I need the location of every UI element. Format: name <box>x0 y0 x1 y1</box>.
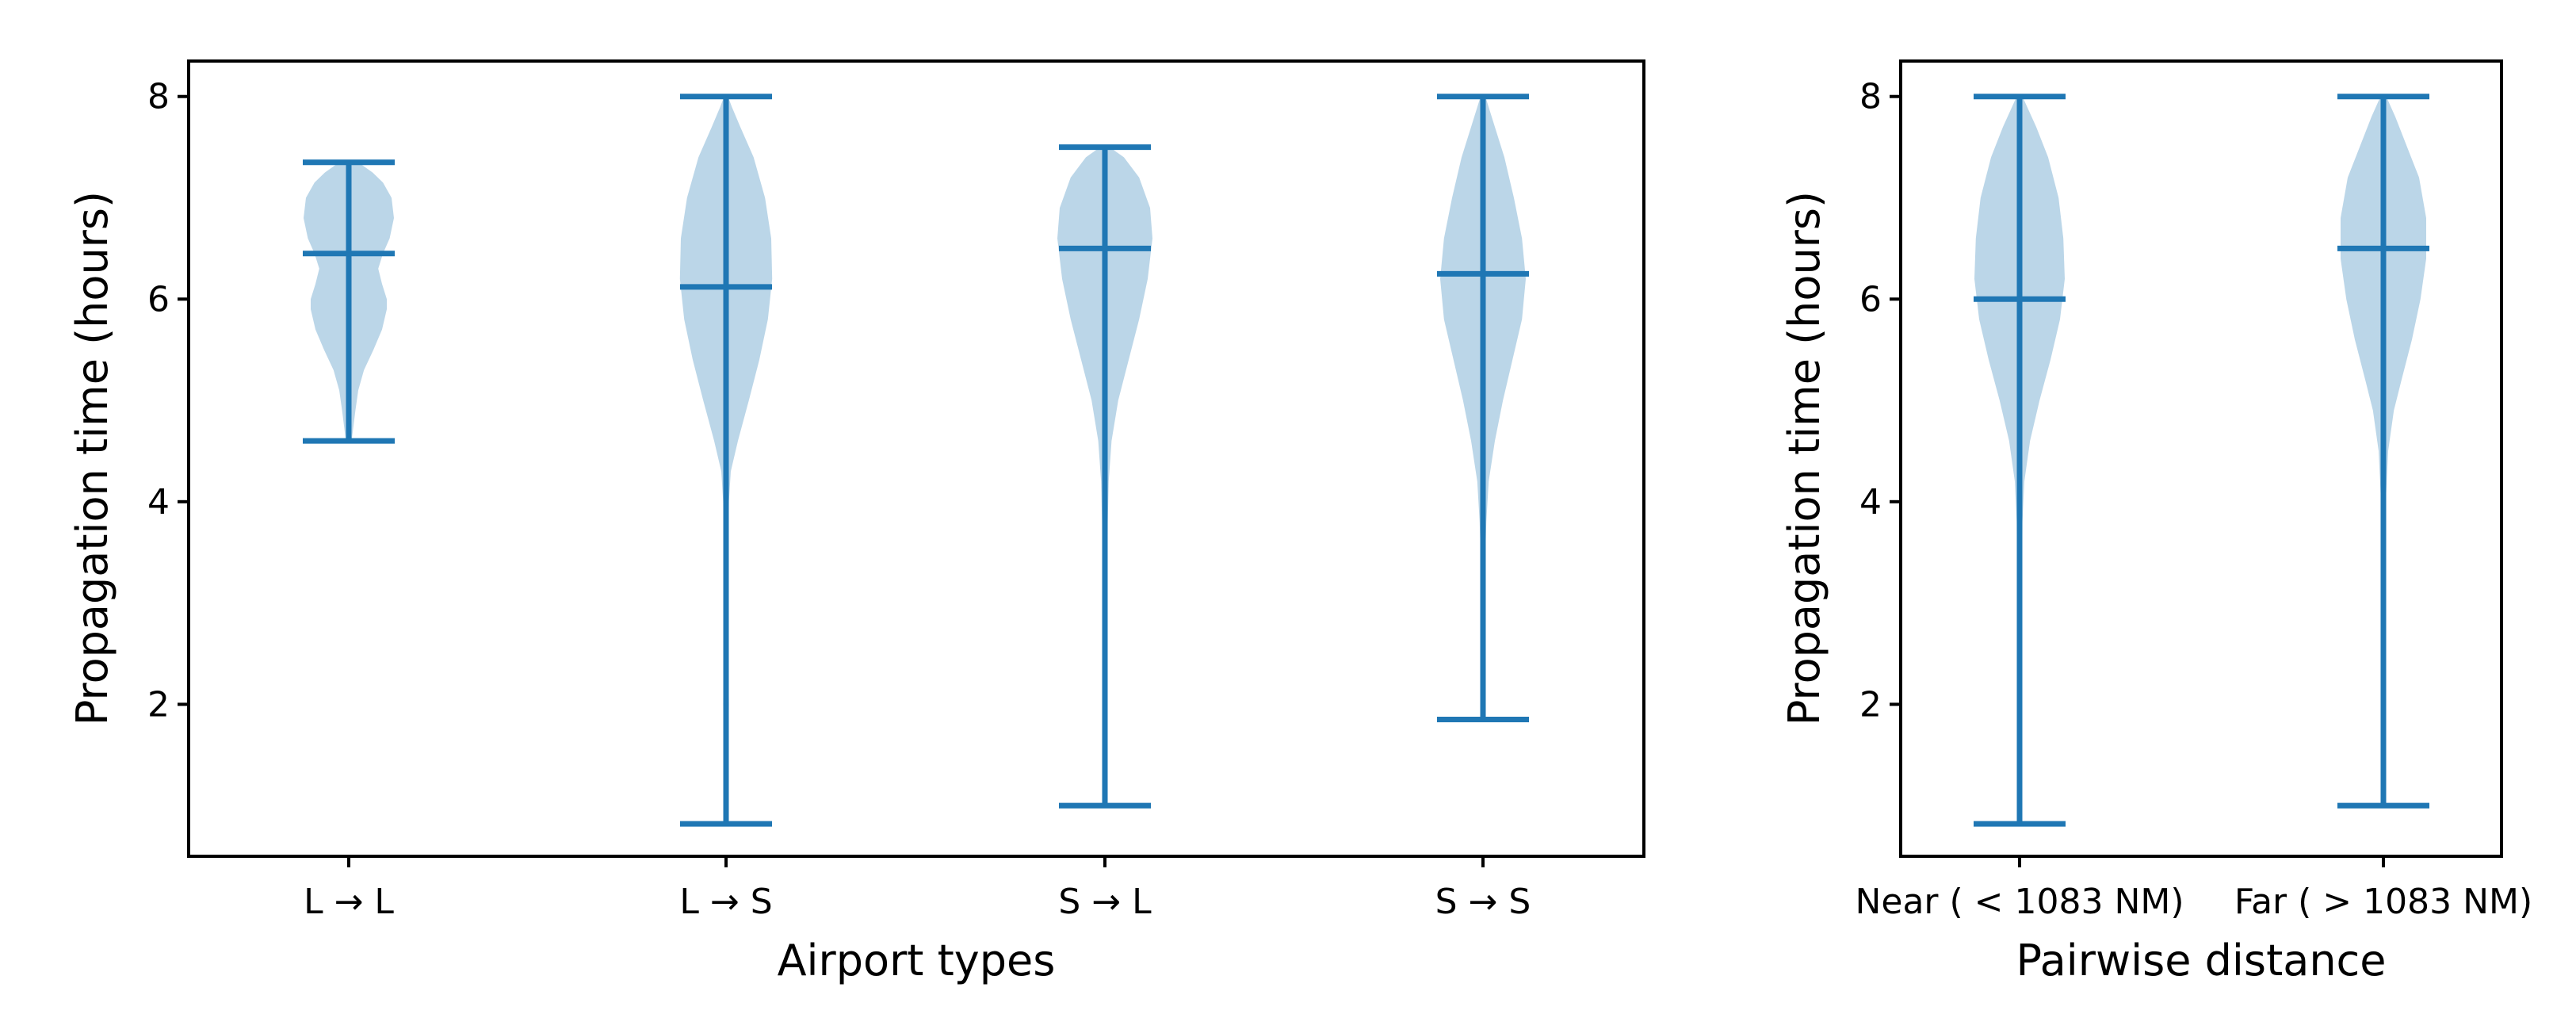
airport-types-y-axis-label: Propagation time (hours) <box>67 191 117 725</box>
pairwise-distance-x-tick-label: Far ( > 1083 NM) <box>2234 882 2532 922</box>
pairwise-distance-y-tick-label: 4 <box>1859 482 1882 522</box>
pairwise-distance-y-ticks: 2 4 6 8 <box>1859 77 1901 725</box>
airport-types-plot-frame <box>187 59 1645 858</box>
airport-types-y-tick-label: 2 <box>147 684 170 725</box>
pairwise-distance-x-tick-label: Near ( < 1083 NM) <box>1855 882 2184 922</box>
airport-types-x-tick-label: L → L <box>304 882 394 922</box>
airport-types-y-tick-label: 8 <box>147 77 170 117</box>
pairwise-distance-y-tick-label: 6 <box>1859 279 1882 320</box>
airport-types-y-ticks: 2 4 6 8 <box>147 77 189 725</box>
pairwise-distance-y-axis-label: Propagation time (hours) <box>1779 191 1829 725</box>
airport-types-y-tick-label: 4 <box>147 482 170 522</box>
airport-types-violins <box>303 94 1529 827</box>
pairwise-distance-y-tick-label: 2 <box>1859 684 1882 725</box>
airport-types-x-axis-label: Airport types <box>778 936 1056 985</box>
pairwise-distance-x-axis-label: Pairwise distance <box>2016 936 2387 985</box>
pairwise-distance-y-tick-label: 8 <box>1859 77 1882 117</box>
airport-types-x-ticks: L → L L → S S → L S → S <box>304 856 1531 922</box>
airport-types-x-tick-label: S → L <box>1058 882 1152 922</box>
airport-types-y-tick-label: 6 <box>147 279 170 320</box>
pairwise-distance-plot-frame <box>1899 59 2503 858</box>
airport-types-x-tick-label: L → S <box>679 882 772 922</box>
airport-types-x-tick-label: S → S <box>1435 882 1531 922</box>
pairwise-distance-violins <box>1974 94 2429 827</box>
pairwise-distance-x-ticks: Near ( < 1083 NM) Far ( > 1083 NM) <box>1855 856 2532 922</box>
pairwise-distance-panel: 2 4 6 8 Near ( < 1083 NM) Far ( > 1083 NM) P… <box>1779 59 2532 985</box>
